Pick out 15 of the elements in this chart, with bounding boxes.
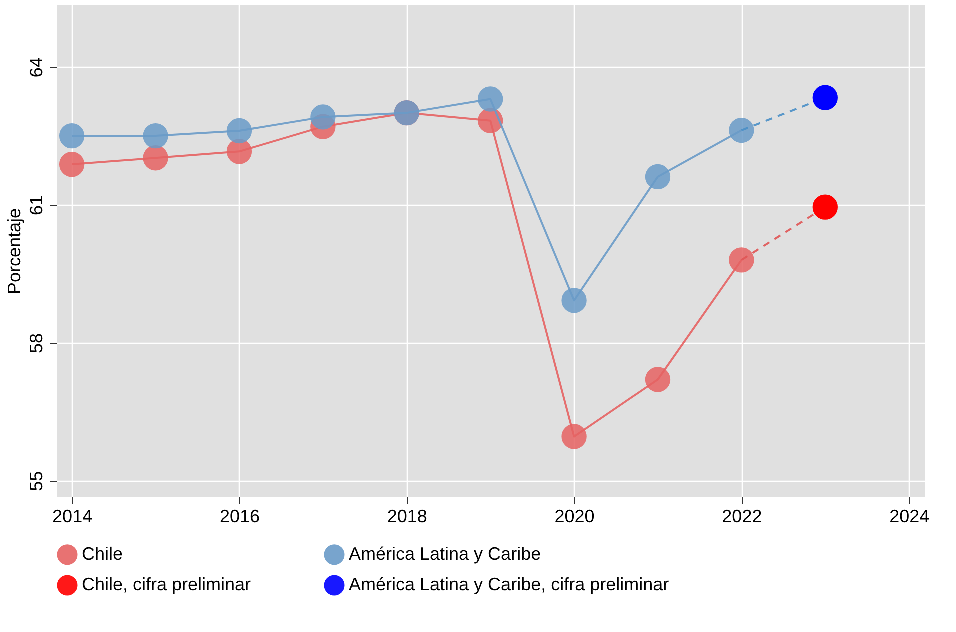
y-tick-label: 58 bbox=[26, 333, 46, 354]
legend-label: Chile, cifra preliminar bbox=[82, 574, 252, 594]
y-tick-label: 55 bbox=[26, 471, 46, 492]
x-tick-label: 2024 bbox=[890, 506, 930, 526]
x-tick-label: 2022 bbox=[722, 506, 762, 526]
legend-label: Chile bbox=[82, 544, 124, 564]
y-axis-title: Porcentaje bbox=[4, 208, 24, 295]
x-tick-label: 2014 bbox=[52, 506, 93, 526]
legend-label: América Latina y Caribe bbox=[349, 544, 542, 564]
y-tick-label: 64 bbox=[26, 58, 46, 78]
legend-label: América Latina y Caribe, cifra preliminar bbox=[349, 574, 670, 594]
y-tick-label: 61 bbox=[26, 196, 46, 216]
x-tick-label: 2020 bbox=[554, 506, 595, 526]
x-tick-label: 2018 bbox=[387, 506, 428, 526]
x-tick-label: 2016 bbox=[220, 506, 260, 526]
